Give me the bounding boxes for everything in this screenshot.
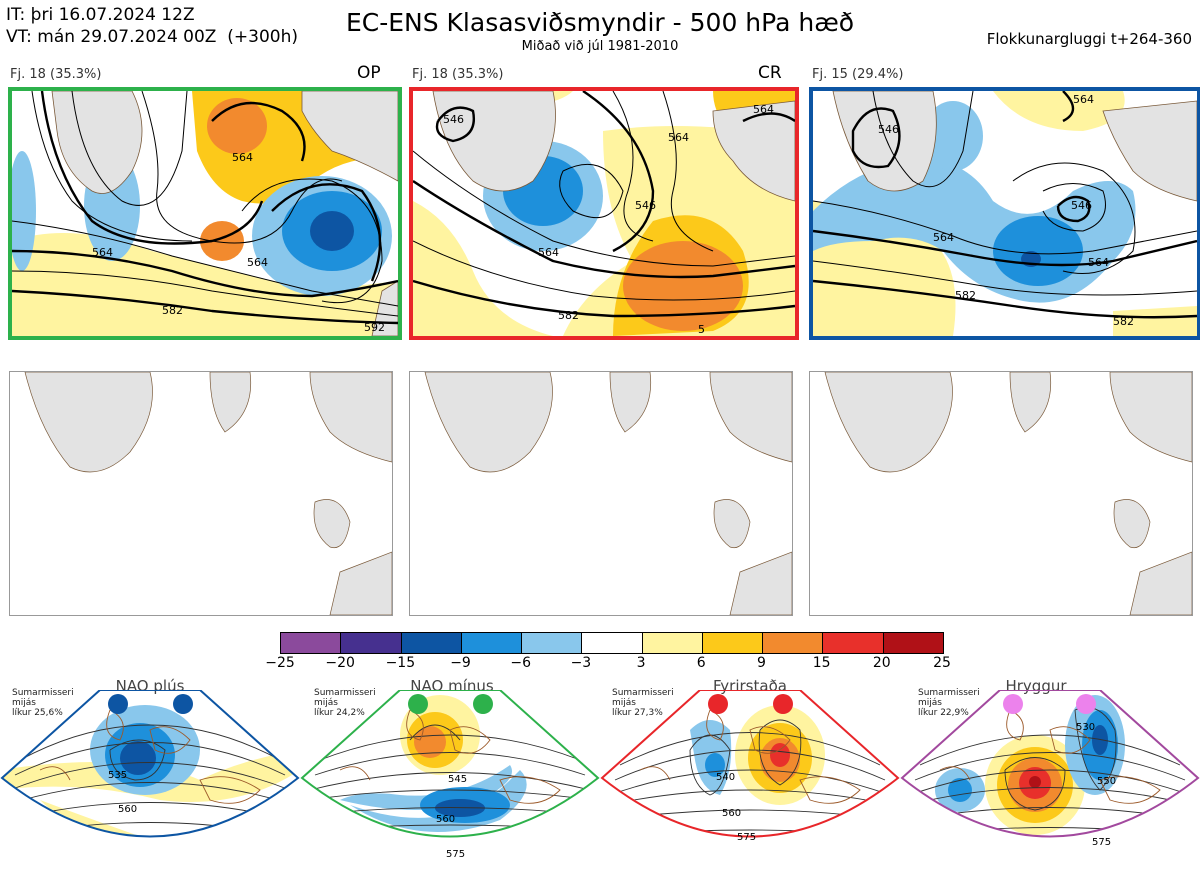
contour-label: 564	[92, 246, 113, 259]
contour-label: 564	[753, 103, 774, 116]
contour-label: 540	[716, 772, 735, 783]
colorbar-tick: 25	[933, 655, 951, 671]
colorbar-tick: −20	[325, 655, 355, 671]
cluster-3-map[interactable]: 546 546 564 564 564 582 582	[809, 87, 1200, 340]
season-label: Sumarmisseri	[314, 688, 376, 698]
colorbar-segment	[400, 633, 461, 653]
contour-label: 575	[737, 832, 756, 843]
colorbar-segment	[822, 633, 883, 653]
cluster-2-label: Fj. 18 (35.3%)	[412, 67, 504, 82]
contour-label: 560	[722, 808, 741, 819]
contour-label: 582	[1113, 315, 1134, 328]
contour-label: 546	[443, 113, 464, 126]
contour-label: 564	[247, 256, 268, 269]
contour-label: 550	[1097, 776, 1116, 787]
contour-label: 582	[558, 309, 579, 322]
season-label: Sumarmisseri	[12, 688, 74, 698]
colorbar-segment	[521, 633, 582, 653]
regime-2-map[interactable]: 545 560 575	[300, 690, 600, 870]
colorbar-segment	[882, 633, 943, 653]
contour-label: 575	[1092, 837, 1111, 848]
colorbar-segment	[281, 633, 341, 653]
empty-map-2	[409, 371, 793, 616]
cluster-1-tag: OP	[357, 63, 381, 83]
contour-label: 564	[538, 246, 559, 259]
page-title: EC-ENS Klasasviðsmyndir - 500 hPa hæð	[345, 8, 855, 37]
page-subtitle: Miðað við júl 1981-2010	[521, 39, 679, 54]
colorbar-segment	[340, 633, 401, 653]
regime-4-info: Sumarmisseri mijás líkur 22,9%	[918, 688, 980, 718]
contour-label: 582	[955, 289, 976, 302]
empty-map-1	[9, 371, 393, 616]
empty-map-3	[809, 371, 1193, 616]
probability-label: líkur 27,3%	[612, 708, 663, 718]
colorbar-tick: −15	[385, 655, 416, 671]
contour-label: 560	[436, 814, 455, 825]
contour-label: 582	[162, 304, 183, 317]
colorbar-tick: −25	[265, 655, 295, 671]
probability-label: líkur 22,9%	[918, 708, 969, 718]
init-time: IT: þri 16.07.2024 12Z	[6, 5, 195, 25]
run-info: IT: þri 16.07.2024 12Z VT: mán 29.07.2024…	[6, 4, 298, 48]
colorbar-tick: 9	[756, 655, 766, 671]
contour-label: 546	[1071, 199, 1092, 212]
contour-label: 535	[108, 770, 127, 781]
season-label: Sumarmisseri	[918, 688, 980, 698]
contour-label: 592	[364, 321, 385, 334]
contour-label: 530	[1076, 722, 1095, 733]
mean-label: mijás	[918, 698, 942, 708]
probability-label: líkur 24,2%	[314, 708, 365, 718]
contour-label: 575	[446, 849, 465, 860]
contour-label: 564	[1088, 256, 1109, 269]
colorbar-segment	[581, 633, 642, 653]
contour-label: 546	[635, 199, 656, 212]
mean-label: mijás	[612, 698, 636, 708]
cluster-2-tag: CR	[758, 63, 782, 83]
contour-label: 545	[448, 774, 467, 785]
cluster-1-map[interactable]: 564 564 564 582 592	[8, 87, 402, 340]
colorbar-tick: 3	[636, 655, 646, 671]
classification-window: Flokkunargluggi t+264-360	[986, 30, 1192, 48]
contour-label: 5	[698, 323, 705, 336]
colorbar-tick: 15	[812, 655, 831, 671]
colorbar-tick: 6	[696, 655, 706, 671]
probability-label: líkur 25,6%	[12, 708, 63, 718]
colorbar-tick: 20	[872, 655, 891, 671]
colorbar-segment	[701, 633, 763, 653]
regime-3-map[interactable]: 540 560 575	[600, 690, 900, 870]
cluster-2-map[interactable]: 546 546 564 564 564 582 5	[409, 87, 799, 340]
season-label: Sumarmisseri	[612, 688, 674, 698]
contour-label: 564	[668, 131, 689, 144]
colorbar	[280, 632, 944, 654]
contour-label: 560	[118, 804, 137, 815]
colorbar-tick: −9	[450, 655, 471, 671]
colorbar-segment	[641, 633, 702, 653]
mean-label: mijás	[314, 698, 338, 708]
contour-label: 564	[1073, 93, 1094, 106]
cluster-1-label: Fj. 18 (35.3%)	[10, 67, 102, 82]
colorbar-segment	[762, 633, 823, 653]
regime-1-map[interactable]: 535 560	[0, 690, 300, 870]
colorbar-tick: −6	[510, 655, 532, 671]
regime-1-info: Sumarmisseri mijás líkur 25,6%	[12, 688, 74, 718]
regime-3-info: Sumarmisseri mijás líkur 27,3%	[612, 688, 674, 718]
regime-4-map[interactable]: 530 550 575	[900, 690, 1200, 870]
cluster-3-label: Fj. 15 (29.4%)	[812, 67, 904, 82]
valid-time: VT: mán 29.07.2024 00Z (+300h)	[6, 27, 298, 47]
contour-label: 564	[933, 231, 954, 244]
contour-label: 546	[878, 123, 899, 136]
colorbar-segment	[460, 633, 522, 653]
colorbar-tick: −3	[570, 655, 592, 671]
contour-label: 564	[232, 151, 253, 164]
regime-2-info: Sumarmisseri mijás líkur 24,2%	[314, 688, 376, 718]
mean-label: mijás	[12, 698, 36, 708]
